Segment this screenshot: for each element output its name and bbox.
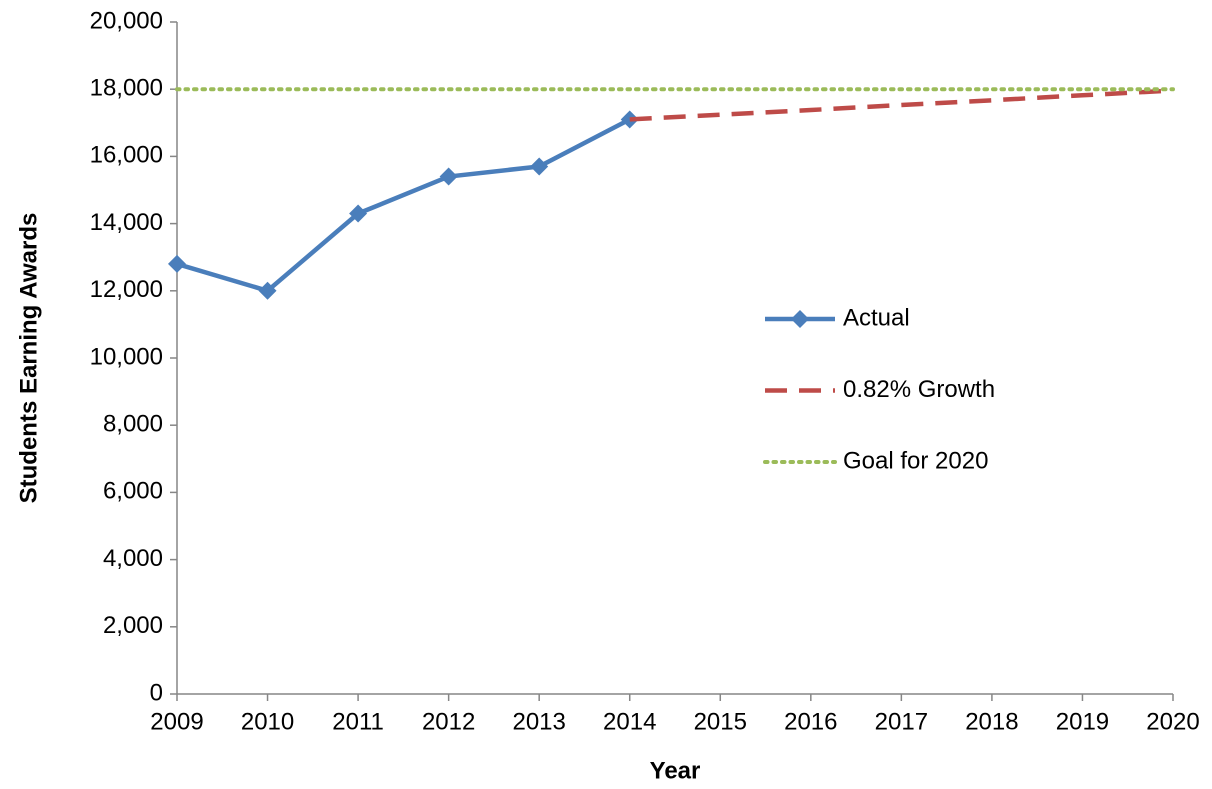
x-tick-label: 2013 <box>512 708 565 735</box>
x-axis-title: Year <box>650 757 701 784</box>
series-line <box>629 88 1174 122</box>
series-line <box>176 117 631 294</box>
x-tick-label: 2011 <box>332 708 384 735</box>
y-tick-label: 2,000 <box>103 612 163 639</box>
x-tick-label: 2009 <box>150 708 203 735</box>
point-marker <box>168 254 186 273</box>
y-tick-label: 12,000 <box>90 276 163 303</box>
y-axis-title: Students Earning Awards <box>15 213 42 504</box>
point-marker <box>439 167 458 186</box>
y-tick-label: 0 <box>150 679 163 706</box>
y-tick-label: 10,000 <box>90 343 163 370</box>
legend-label: 0.82% Growth <box>843 376 995 403</box>
legend-label: Actual <box>843 304 910 331</box>
y-tick-label: 20,000 <box>90 7 163 34</box>
x-tick-label: 2020 <box>1146 708 1199 735</box>
legend-marker <box>791 310 809 328</box>
y-tick-label: 16,000 <box>90 142 163 169</box>
y-tick-label: 18,000 <box>90 75 163 102</box>
y-tick-label: 8,000 <box>103 411 163 438</box>
point-marker <box>530 157 549 176</box>
legend-label: Goal for 2020 <box>843 447 988 474</box>
point-marker <box>349 204 368 223</box>
x-tick-label: 2012 <box>422 708 475 735</box>
x-tick-label: 2019 <box>1056 708 1109 735</box>
y-tick-label: 4,000 <box>103 545 163 572</box>
x-tick-label: 2014 <box>603 708 656 735</box>
y-tick-label: 14,000 <box>90 209 163 236</box>
x-tick-label: 2015 <box>694 708 747 735</box>
point-marker <box>258 281 277 300</box>
x-tick-label: 2010 <box>241 708 294 735</box>
x-tick-label: 2018 <box>965 708 1018 735</box>
y-tick-label: 6,000 <box>103 478 163 505</box>
x-tick-label: 2017 <box>875 708 928 735</box>
x-tick-label: 2016 <box>784 708 837 735</box>
